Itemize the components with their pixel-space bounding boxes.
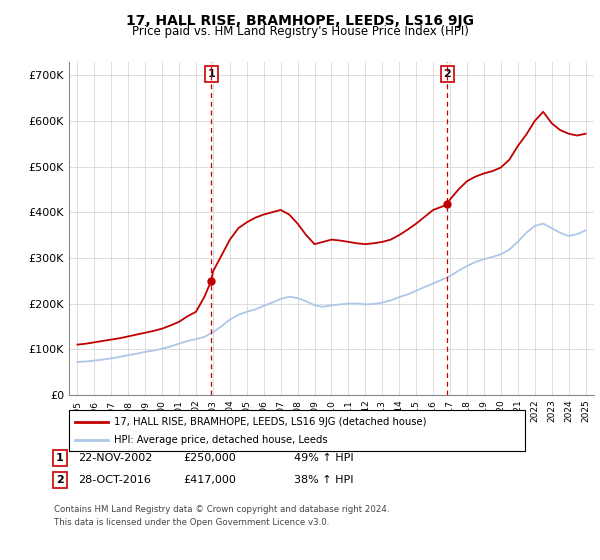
Text: £417,000: £417,000	[183, 475, 236, 485]
Text: £250,000: £250,000	[183, 453, 236, 463]
Text: 22-NOV-2002: 22-NOV-2002	[78, 453, 152, 463]
Text: 17, HALL RISE, BRAMHOPE, LEEDS, LS16 9JG: 17, HALL RISE, BRAMHOPE, LEEDS, LS16 9JG	[126, 14, 474, 28]
Text: 38% ↑ HPI: 38% ↑ HPI	[294, 475, 353, 485]
Text: Price paid vs. HM Land Registry's House Price Index (HPI): Price paid vs. HM Land Registry's House …	[131, 25, 469, 38]
Text: HPI: Average price, detached house, Leeds: HPI: Average price, detached house, Leed…	[114, 435, 328, 445]
Text: 1: 1	[56, 453, 64, 463]
Text: 49% ↑ HPI: 49% ↑ HPI	[294, 453, 353, 463]
Text: 2: 2	[443, 69, 451, 79]
Text: Contains HM Land Registry data © Crown copyright and database right 2024.: Contains HM Land Registry data © Crown c…	[54, 505, 389, 514]
Text: 2: 2	[56, 475, 64, 485]
Text: 28-OCT-2016: 28-OCT-2016	[78, 475, 151, 485]
Text: 17, HALL RISE, BRAMHOPE, LEEDS, LS16 9JG (detached house): 17, HALL RISE, BRAMHOPE, LEEDS, LS16 9JG…	[114, 417, 427, 427]
Text: 1: 1	[208, 69, 215, 79]
Text: This data is licensed under the Open Government Licence v3.0.: This data is licensed under the Open Gov…	[54, 518, 329, 527]
